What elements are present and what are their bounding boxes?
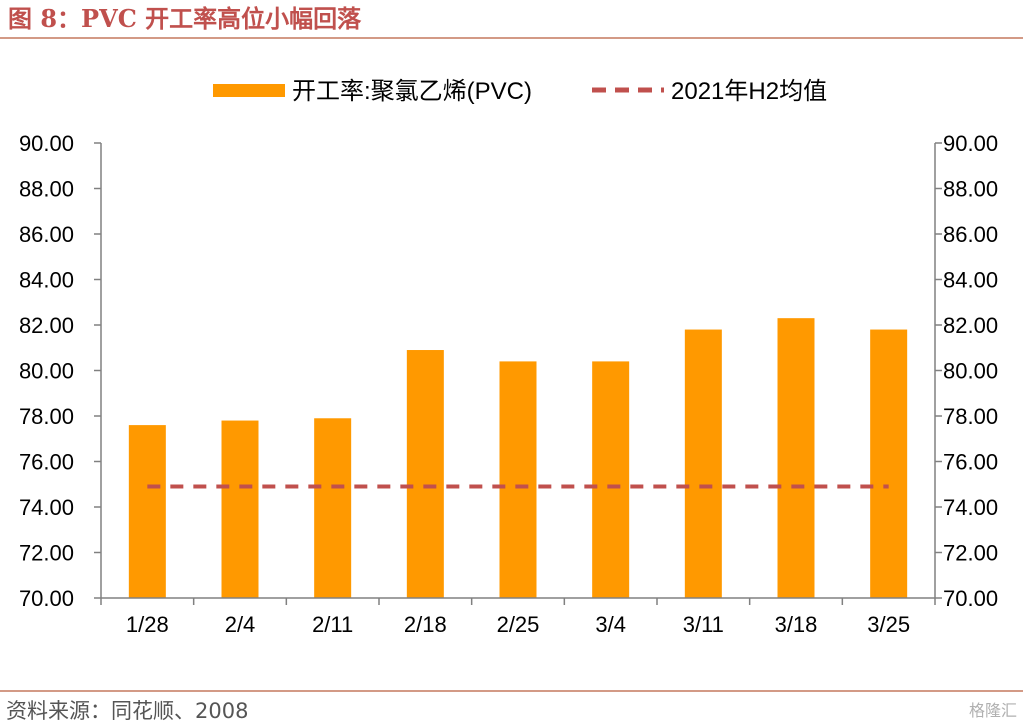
- y-tick-label-left: 78.00: [19, 404, 74, 429]
- y-tick-label-right: 86.00: [943, 222, 998, 247]
- legend-label-line: 2021年H2均值: [671, 78, 827, 105]
- x-tick-label: 3/4: [595, 612, 626, 637]
- figure-title: 图 8：PVC 开工率高位小幅回落: [8, 4, 362, 33]
- y-tick-label-right: 90.00: [943, 131, 998, 156]
- legend-swatch-bar: [213, 84, 285, 97]
- plot-area: 1/28 2/4 2/11 2/18 2/25 3/4 3/11 3/18 3/25 70.00 7…: [19, 131, 998, 637]
- y-tick-label-right: 74.00: [943, 495, 998, 520]
- bar: [314, 418, 352, 598]
- bar: [499, 361, 537, 598]
- y-tick-label-right: 80.00: [943, 359, 998, 384]
- y-tick-label-left: 72.00: [19, 541, 74, 566]
- y-tick-label-right: 72.00: [943, 541, 998, 566]
- y-tick-label-right: 70.00: [943, 586, 998, 611]
- y-tick-label-left: 88.00: [19, 177, 74, 202]
- title-divider: [0, 37, 1023, 39]
- x-tick-label: 1/28: [126, 612, 169, 637]
- y-tick-label-right: 78.00: [943, 404, 998, 429]
- legend: 开工率:聚氯乙烯(PVC) 2021年H2均值: [213, 78, 827, 105]
- y-tick-label-right: 76.00: [943, 450, 998, 475]
- y-tick-label-left: 76.00: [19, 450, 74, 475]
- x-tick-label: 3/11: [683, 612, 724, 637]
- bar: [128, 425, 166, 598]
- y-tick-label-right: 84.00: [943, 268, 998, 293]
- x-tick-label: 3/25: [867, 612, 910, 637]
- footer-divider: [0, 690, 1023, 692]
- y-tick-label-left: 86.00: [19, 222, 74, 247]
- y-tick-label-left: 90.00: [19, 131, 74, 156]
- y-tick-label-left: 82.00: [19, 313, 74, 338]
- x-tick-label: 2/18: [404, 612, 447, 637]
- bar: [870, 329, 908, 598]
- watermark-logo: 格隆汇: [968, 703, 1017, 720]
- y-tick-label-right: 88.00: [943, 177, 998, 202]
- y-tick-label-left: 74.00: [19, 495, 74, 520]
- x-tick-label: 2/25: [497, 612, 540, 637]
- bar: [592, 361, 630, 598]
- x-tick-label: 3/18: [775, 612, 818, 637]
- bar: [684, 329, 722, 598]
- y-tick-label-left: 70.00: [19, 586, 74, 611]
- x-tick-label: 2/4: [225, 612, 256, 637]
- bar-chart: 开工率:聚氯乙烯(PVC) 2021年H2均值 1/28 2/4 2/11 2/18 2…: [19, 78, 998, 637]
- y-tick-label-left: 84.00: [19, 268, 74, 293]
- bar: [221, 420, 259, 598]
- bar: [777, 318, 815, 598]
- bar: [406, 350, 444, 598]
- y-tick-label-left: 80.00: [19, 359, 74, 384]
- x-tick-label: 2/11: [312, 612, 353, 637]
- source-note: 资料来源：同花顺、2008: [6, 699, 249, 723]
- y-tick-label-right: 82.00: [943, 313, 998, 338]
- legend-label-bar: 开工率:聚氯乙烯(PVC): [292, 78, 532, 105]
